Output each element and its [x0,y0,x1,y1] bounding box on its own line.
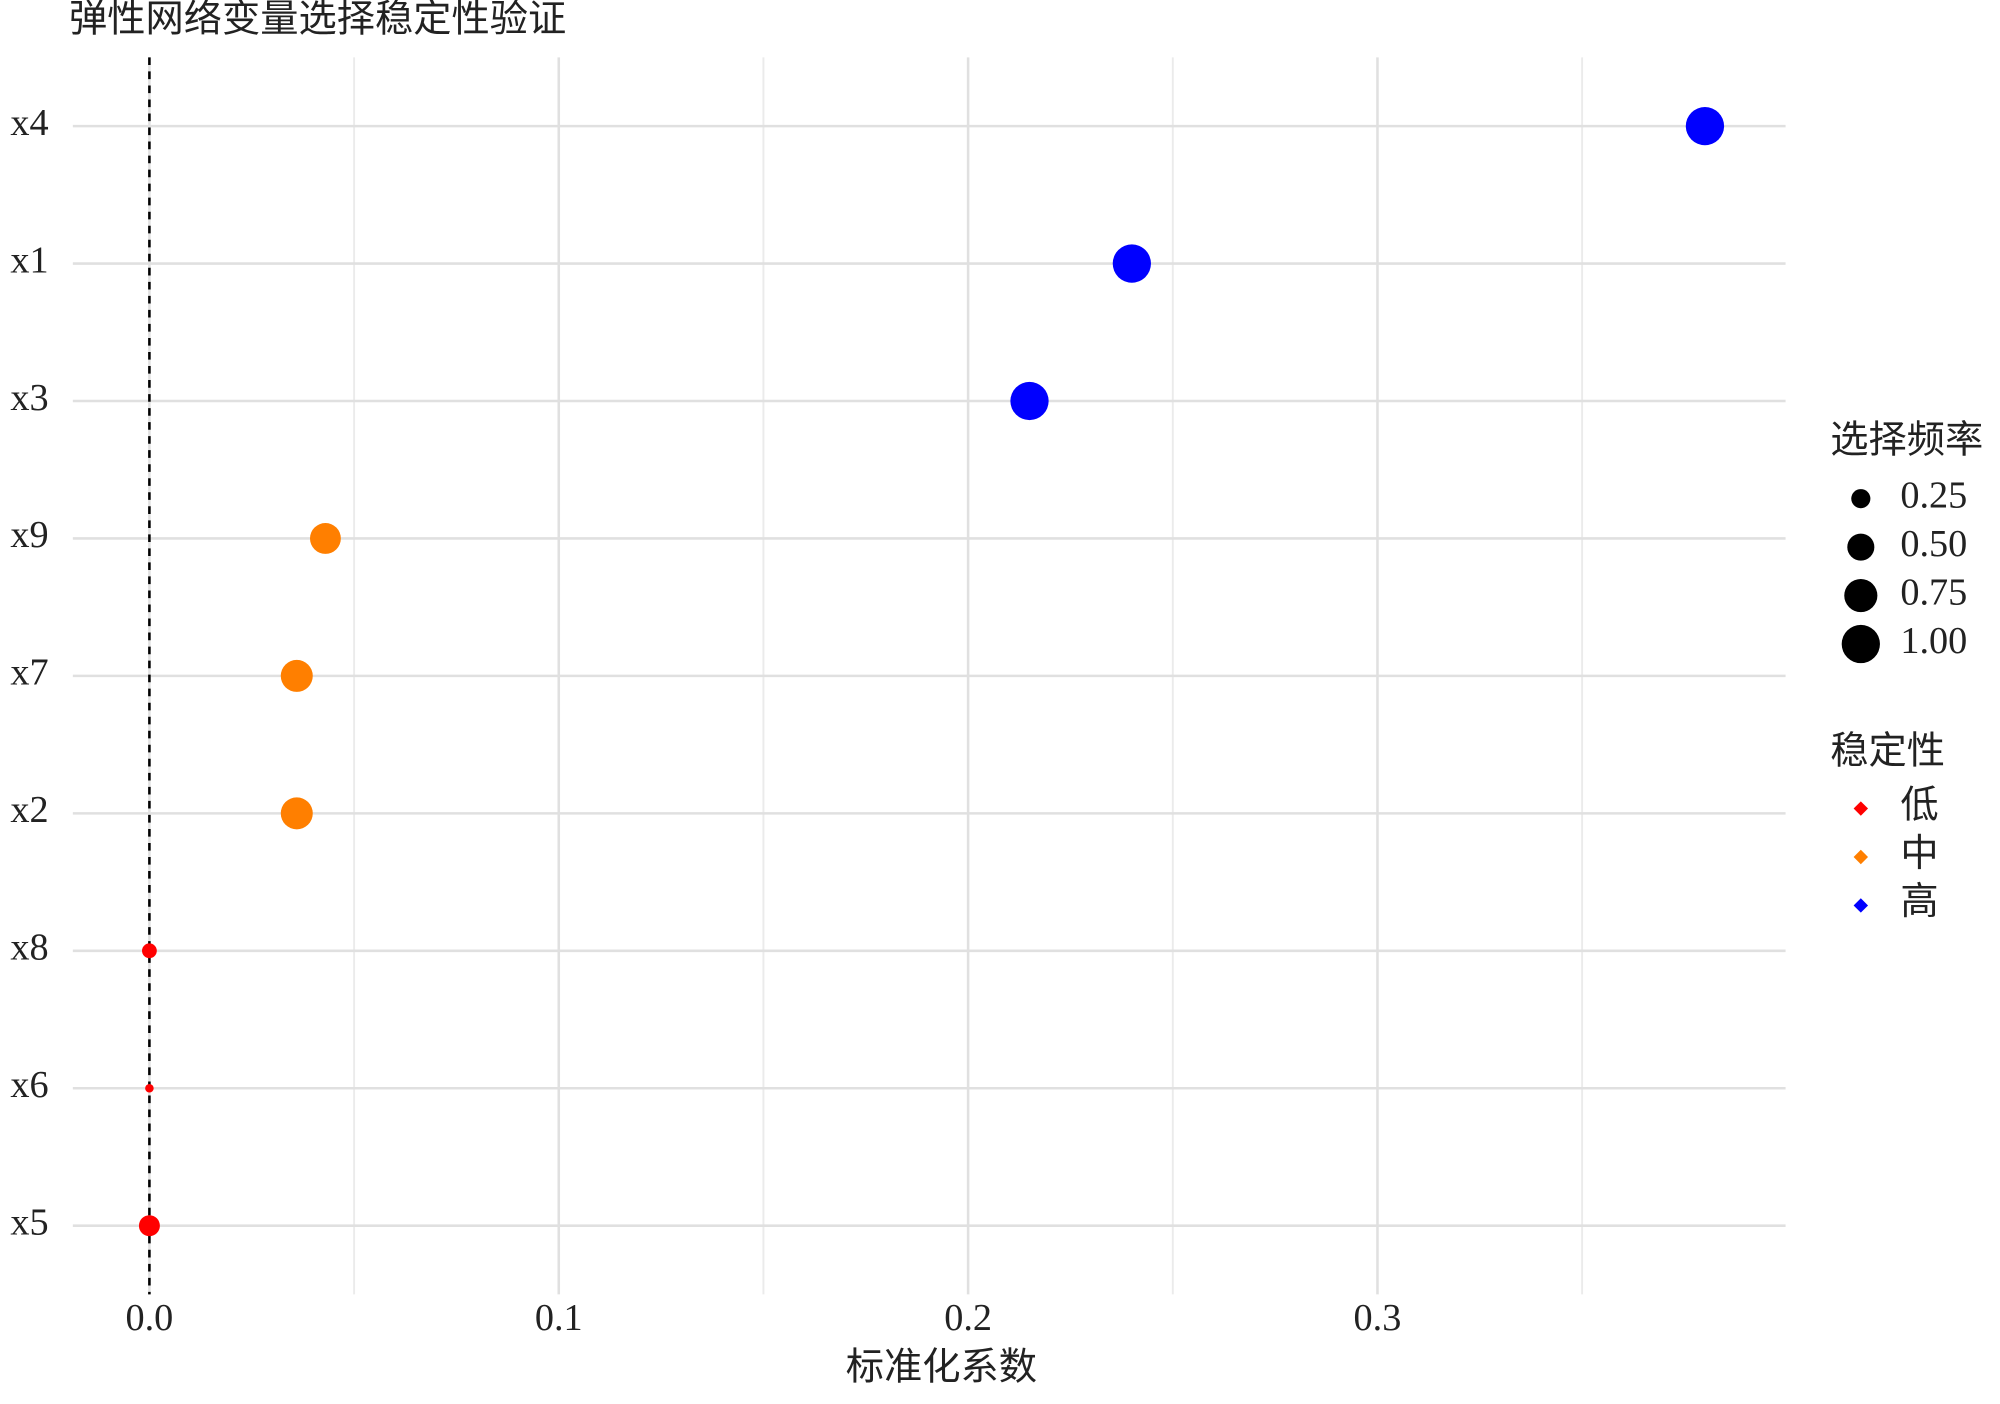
color-legend-key [1853,801,1869,816]
size-legend-key [1841,624,1880,664]
color-legend-label: 低 [1900,784,1938,826]
dot [141,943,157,959]
size-legend-key [1851,489,1871,509]
y-tick-label: x6 [10,1064,48,1106]
color-legend-label: 高 [1900,881,1938,923]
dot [310,523,341,554]
chart-title: 弹性网络变量选择稳定性验证 [69,0,566,41]
size-legend-key [1847,533,1875,561]
y-tick-label: x1 [10,239,48,281]
x-tick-label: 0.3 [1354,1297,1402,1339]
dot [138,1215,160,1237]
dot [1010,381,1049,421]
color-legend-title: 稳定性 [1830,730,1945,773]
color-legend-key [1853,898,1869,913]
y-tick-label: x3 [10,377,48,419]
y-tick-label: x4 [10,102,48,144]
size-legend-title: 选择频率 [1830,419,1983,462]
y-tick-label: x5 [10,1201,48,1243]
y-tick-label: x9 [10,514,48,556]
dot [1685,106,1725,146]
x-tick-label: 0.1 [535,1297,583,1339]
color-legend-key [1853,849,1869,865]
x-tick-label: 0.2 [944,1297,992,1339]
color-legend-label: 中 [1900,833,1938,875]
x-tick-label: 0.0 [126,1297,174,1339]
y-tick-label: x7 [10,652,48,694]
dot [1112,244,1151,283]
dot [280,797,313,830]
x-axis-label: 标准化系数 [846,1347,1037,1389]
size-legend-label: 1.00 [1900,620,1967,662]
y-tick-label: x2 [10,789,48,831]
size-legend-label: 0.75 [1900,571,1967,613]
size-legend-label: 0.50 [1900,523,1967,565]
dot [280,659,313,692]
size-legend-label: 0.25 [1900,474,1967,516]
y-tick-label: x8 [10,927,48,969]
dot [145,1083,154,1093]
size-legend-key [1844,578,1878,613]
